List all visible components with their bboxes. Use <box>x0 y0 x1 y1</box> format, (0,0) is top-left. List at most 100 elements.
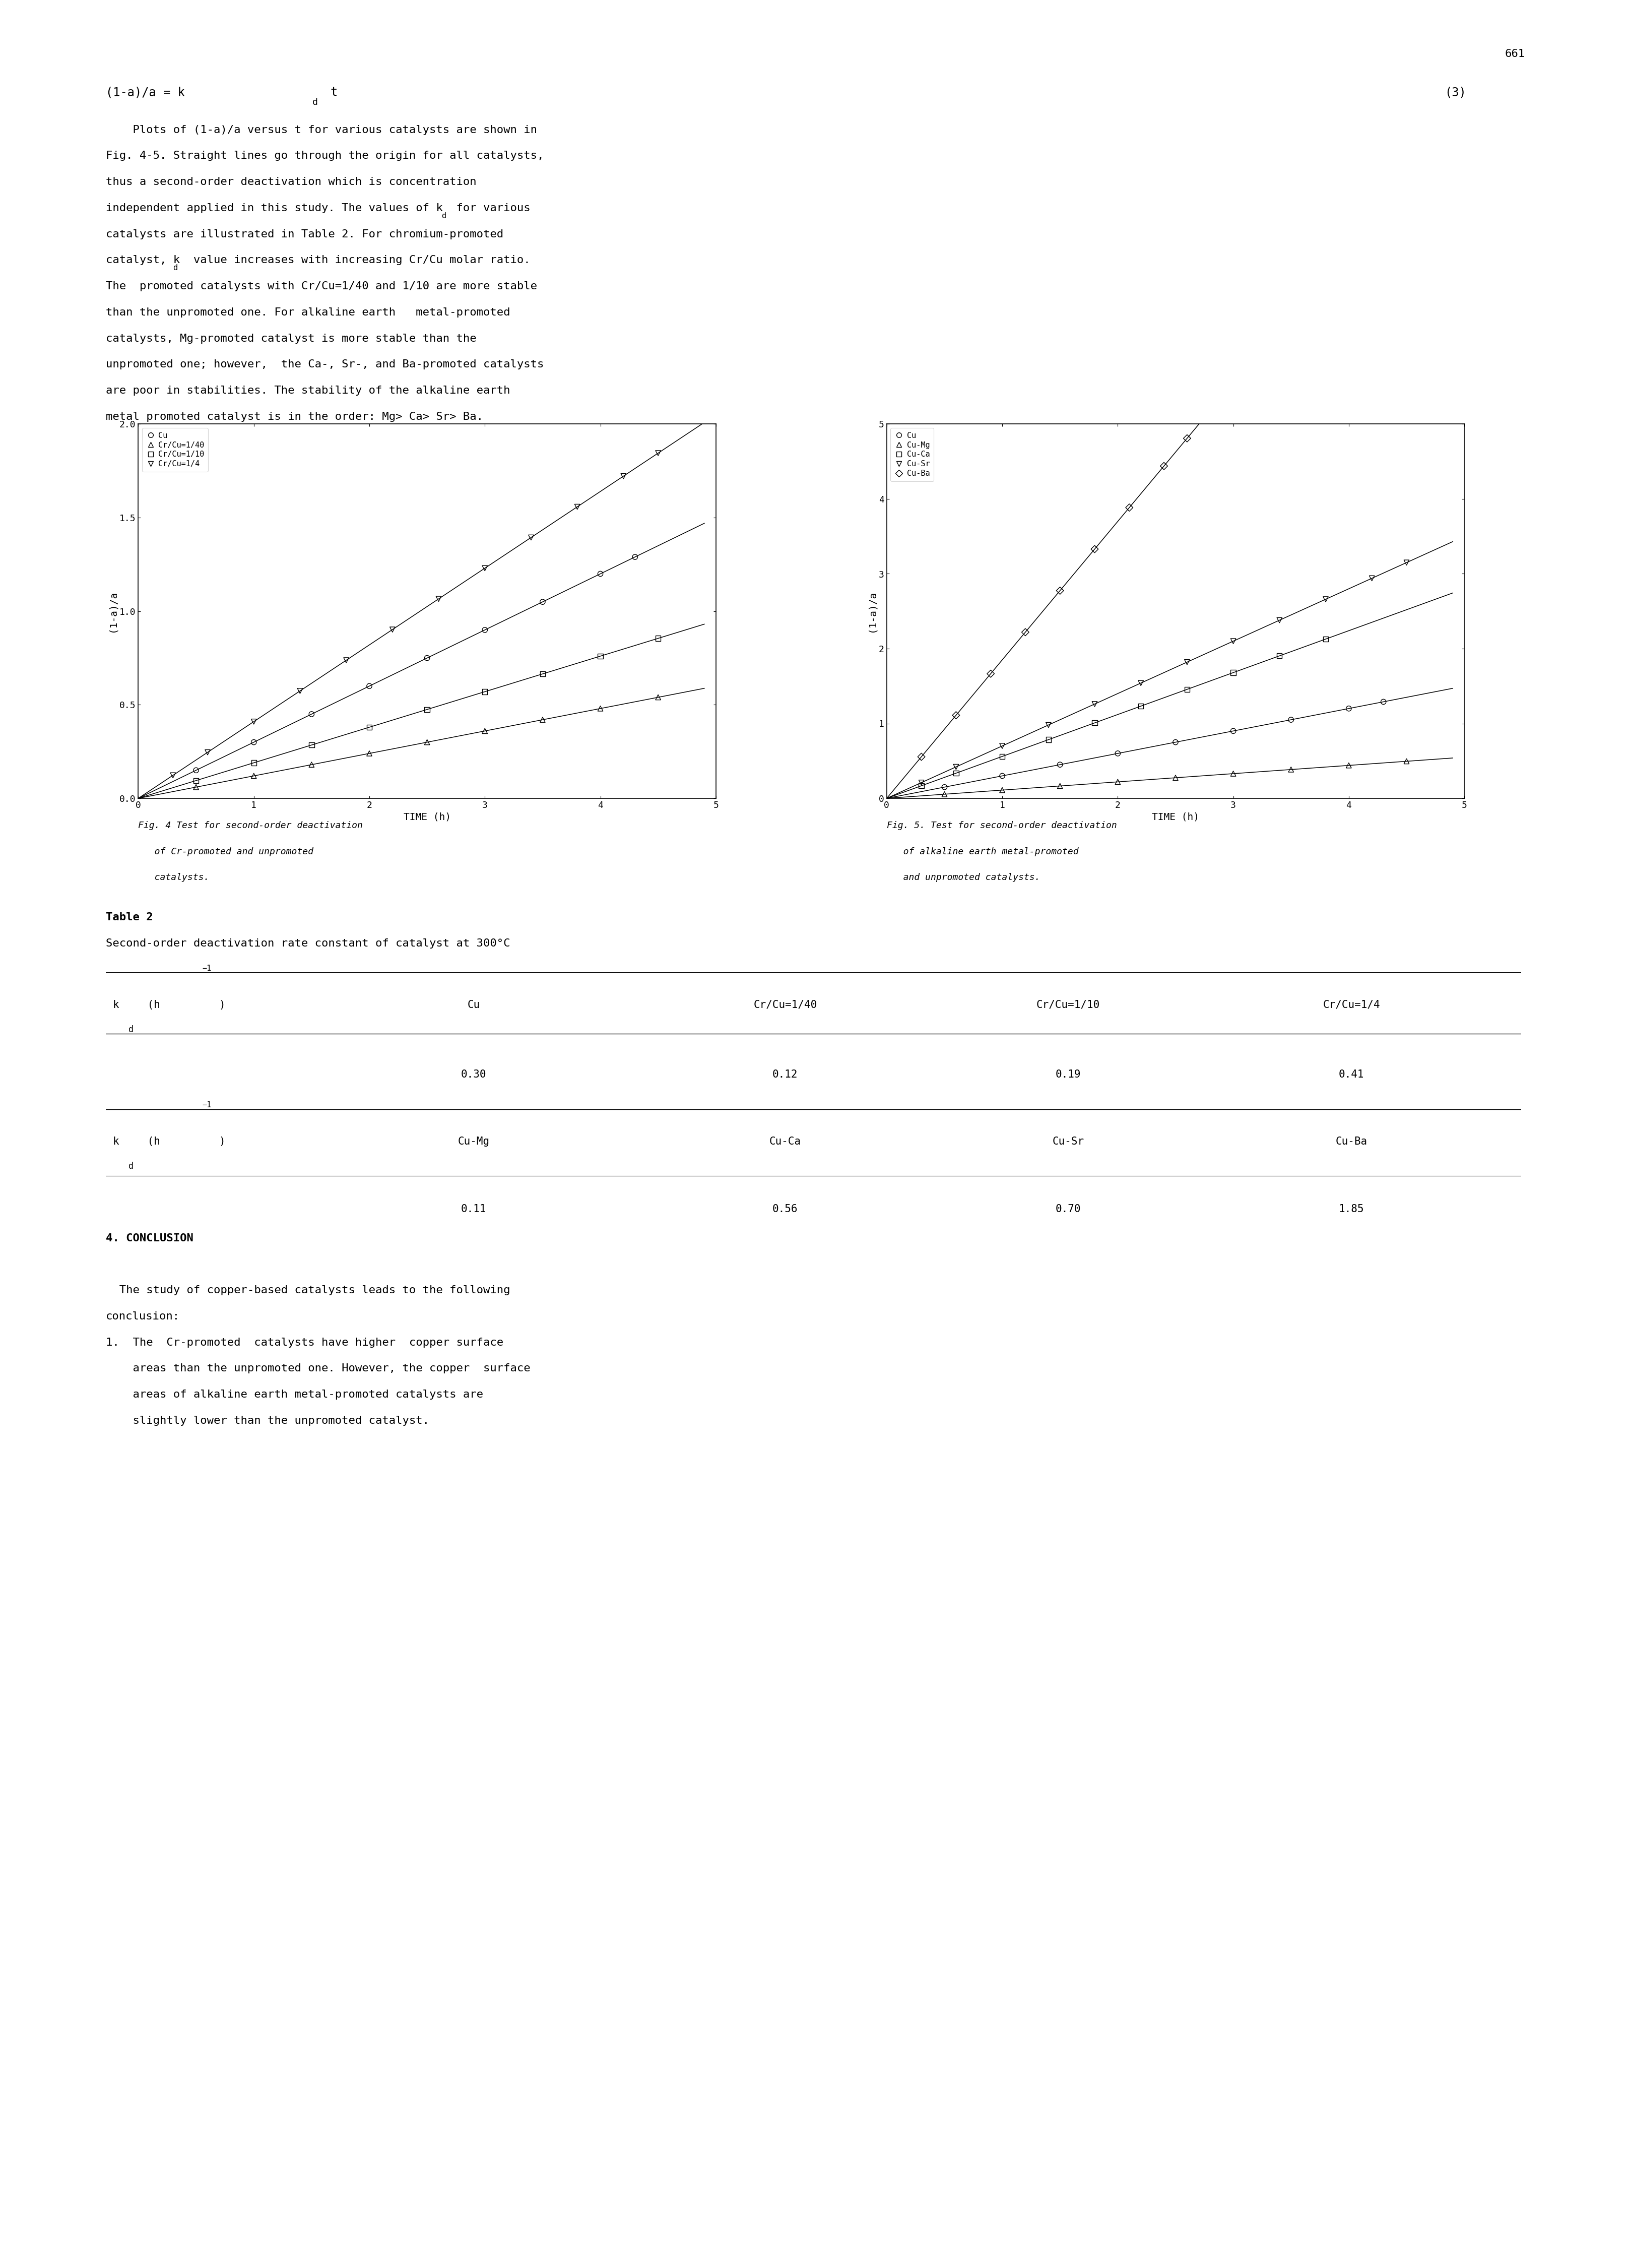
Point <box>1220 755 1246 792</box>
Text: 661: 661 <box>1505 48 1524 59</box>
Point <box>622 540 648 576</box>
Point <box>1359 560 1385 596</box>
Text: 0.19: 0.19 <box>1056 1068 1080 1080</box>
Point <box>1220 624 1246 660</box>
Point <box>241 703 267 739</box>
Point <box>159 758 185 794</box>
Point <box>356 667 382 703</box>
Point <box>646 678 672 714</box>
Point <box>1266 637 1292 674</box>
Text: and unpromoted catalysts.: and unpromoted catalysts. <box>887 873 1040 882</box>
Text: Cu-Ca: Cu-Ca <box>770 1136 800 1148</box>
Text: d: d <box>129 1025 133 1034</box>
Text: ): ) <box>220 1136 226 1148</box>
Text: d: d <box>441 211 446 220</box>
Point <box>646 619 672 655</box>
Point <box>299 746 325 782</box>
Text: Cu-Sr: Cu-Sr <box>1053 1136 1084 1148</box>
Text: k: k <box>112 1136 119 1148</box>
Point <box>1105 735 1131 771</box>
Point <box>1336 689 1362 726</box>
Point <box>908 739 934 776</box>
Point <box>1082 685 1108 721</box>
Point <box>1048 746 1074 782</box>
Text: Fig. 4 Test for second-order deactivation: Fig. 4 Test for second-order deactivatio… <box>138 821 363 830</box>
Text: The study of copper-based catalysts leads to the following: The study of copper-based catalysts lead… <box>106 1286 511 1295</box>
Legend: Cu, Cu-Mg, Cu-Ca, Cu-Sr, Cu-Ba: Cu, Cu-Mg, Cu-Ca, Cu-Sr, Cu-Ba <box>890 429 934 481</box>
Point <box>1048 572 1074 608</box>
Text: slightly lower than the unpromoted catalyst.: slightly lower than the unpromoted catal… <box>106 1415 430 1427</box>
Point <box>565 488 591 524</box>
Point <box>241 758 267 794</box>
Point <box>413 692 439 728</box>
Text: (h: (h <box>142 1000 159 1009</box>
Text: d: d <box>172 263 177 272</box>
Y-axis label: (1-a)/a: (1-a)/a <box>867 590 877 633</box>
Point <box>1393 544 1419 581</box>
Text: than the unpromoted one. For alkaline earth   metal-promoted: than the unpromoted one. For alkaline ea… <box>106 308 511 318</box>
Text: −1: −1 <box>202 1102 212 1109</box>
Point <box>195 735 221 771</box>
Text: Table 2: Table 2 <box>106 912 153 923</box>
Point <box>184 753 208 789</box>
Point <box>1082 705 1108 742</box>
Point <box>426 581 452 617</box>
Text: catalyst, k  value increases with increasing Cr/Cu molar ratio.: catalyst, k value increases with increas… <box>106 254 530 265</box>
Point <box>587 637 613 674</box>
Point <box>1175 671 1201 708</box>
Point <box>1220 712 1246 748</box>
Point <box>908 764 934 801</box>
Point <box>241 723 267 760</box>
Text: Cr/Cu=1/10: Cr/Cu=1/10 <box>1036 1000 1100 1009</box>
Point <box>1220 655 1246 692</box>
Text: (1-a)/a = k: (1-a)/a = k <box>106 86 185 98</box>
Point <box>1012 615 1038 651</box>
Text: of Cr-promoted and unpromoted: of Cr-promoted and unpromoted <box>138 846 314 855</box>
Point <box>646 435 672 472</box>
Text: unpromoted one; however,  the Ca-, Sr-, and Ba-promoted catalysts: unpromoted one; however, the Ca-, Sr-, a… <box>106 361 543 370</box>
Point <box>587 689 613 726</box>
Point <box>517 519 543 556</box>
Point <box>1393 744 1419 780</box>
Point <box>1150 447 1176 483</box>
Point <box>1336 746 1362 782</box>
Point <box>1162 723 1188 760</box>
Text: d: d <box>312 98 317 107</box>
Point <box>356 735 382 771</box>
Point <box>989 739 1015 776</box>
Text: Cr/Cu=1/40: Cr/Cu=1/40 <box>753 1000 817 1009</box>
Text: (h: (h <box>142 1136 159 1148</box>
Point <box>184 762 208 798</box>
Legend: Cu, Cr/Cu=1/40, Cr/Cu=1/10, Cr/Cu=1/4: Cu, Cr/Cu=1/40, Cr/Cu=1/10, Cr/Cu=1/4 <box>142 429 208 472</box>
Point <box>989 758 1015 794</box>
Text: 0.56: 0.56 <box>773 1204 797 1213</box>
Point <box>931 769 957 805</box>
Text: 0.11: 0.11 <box>460 1204 486 1213</box>
Point <box>1082 531 1108 567</box>
Point <box>1035 721 1061 758</box>
Point <box>1279 751 1305 787</box>
Point <box>1128 665 1154 701</box>
Text: thus a second-order deactivation which is concentration: thus a second-order deactivation which i… <box>106 177 477 186</box>
Point <box>530 655 556 692</box>
Text: 0.41: 0.41 <box>1339 1068 1363 1080</box>
Text: The  promoted catalysts with Cr/Cu=1/40 and 1/10 are more stable: The promoted catalysts with Cr/Cu=1/40 a… <box>106 281 537 290</box>
Point <box>587 556 613 592</box>
Text: independent applied in this study. The values of k  for various: independent applied in this study. The v… <box>106 202 530 213</box>
Text: Second-order deactivation rate constant of catalyst at 300°C: Second-order deactivation rate constant … <box>106 939 511 948</box>
Text: catalysts are illustrated in Table 2. For chromium-promoted: catalysts are illustrated in Table 2. Fo… <box>106 229 503 238</box>
Text: 0.70: 0.70 <box>1056 1204 1080 1213</box>
Point <box>241 744 267 780</box>
Point <box>1128 687 1154 723</box>
Point <box>1116 490 1142 526</box>
Point <box>286 674 312 710</box>
Text: of alkaline earth metal-promoted: of alkaline earth metal-promoted <box>887 846 1079 855</box>
Text: Fig. 4-5. Straight lines go through the origin for all catalysts,: Fig. 4-5. Straight lines go through the … <box>106 150 543 161</box>
Text: ): ) <box>220 1000 226 1009</box>
Point <box>413 723 439 760</box>
Point <box>530 701 556 737</box>
Text: 1.  The  Cr-promoted  catalysts have higher  copper surface: 1. The Cr-promoted catalysts have higher… <box>106 1338 503 1347</box>
Point <box>1175 644 1201 680</box>
Point <box>944 755 970 792</box>
Text: Cu-Ba: Cu-Ba <box>1336 1136 1367 1148</box>
